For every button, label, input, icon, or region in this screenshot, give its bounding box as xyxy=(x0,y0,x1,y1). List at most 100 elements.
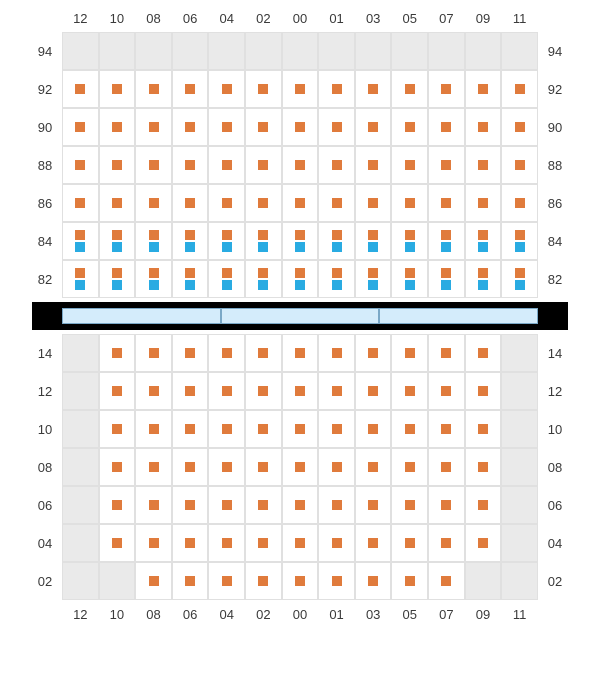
seat-cell[interactable] xyxy=(135,184,172,222)
seat-marker-orange[interactable] xyxy=(149,230,159,240)
seat-marker-orange[interactable] xyxy=(368,84,378,94)
seat-cell[interactable] xyxy=(318,448,355,486)
seat-cell[interactable] xyxy=(465,410,502,448)
seat-marker-orange[interactable] xyxy=(185,230,195,240)
seat-marker-orange[interactable] xyxy=(222,462,232,472)
seat-cell[interactable] xyxy=(428,562,465,600)
seat-marker-blue[interactable] xyxy=(75,242,85,252)
seat-marker-orange[interactable] xyxy=(112,462,122,472)
seat-marker-orange[interactable] xyxy=(258,122,268,132)
seat-cell[interactable] xyxy=(465,146,502,184)
seat-marker-blue[interactable] xyxy=(258,280,268,290)
seat-cell[interactable] xyxy=(355,410,392,448)
seat-marker-orange[interactable] xyxy=(295,386,305,396)
seat-marker-orange[interactable] xyxy=(149,160,159,170)
seat-marker-orange[interactable] xyxy=(75,122,85,132)
seat-marker-blue[interactable] xyxy=(258,242,268,252)
seat-marker-orange[interactable] xyxy=(405,230,415,240)
seat-marker-orange[interactable] xyxy=(405,84,415,94)
seat-cell[interactable] xyxy=(99,184,136,222)
seat-marker-orange[interactable] xyxy=(478,268,488,278)
seat-cell[interactable] xyxy=(62,260,99,298)
seat-cell[interactable] xyxy=(208,334,245,372)
seat-marker-orange[interactable] xyxy=(332,84,342,94)
seat-marker-orange[interactable] xyxy=(295,538,305,548)
seat-marker-orange[interactable] xyxy=(368,538,378,548)
seat-marker-orange[interactable] xyxy=(149,122,159,132)
seat-cell[interactable] xyxy=(428,410,465,448)
seat-cell[interactable] xyxy=(501,260,538,298)
seat-cell[interactable] xyxy=(501,222,538,260)
seat-marker-orange[interactable] xyxy=(441,462,451,472)
seat-cell[interactable] xyxy=(135,524,172,562)
seat-marker-orange[interactable] xyxy=(368,160,378,170)
seat-marker-orange[interactable] xyxy=(478,122,488,132)
seat-cell[interactable] xyxy=(355,448,392,486)
seat-cell[interactable] xyxy=(245,562,282,600)
seat-cell[interactable] xyxy=(208,410,245,448)
seat-cell[interactable] xyxy=(391,146,428,184)
seat-cell[interactable] xyxy=(282,372,319,410)
seat-cell[interactable] xyxy=(245,410,282,448)
seat-cell[interactable] xyxy=(465,524,502,562)
seat-cell[interactable] xyxy=(245,184,282,222)
seat-marker-orange[interactable] xyxy=(258,348,268,358)
seat-cell[interactable] xyxy=(318,184,355,222)
seat-marker-blue[interactable] xyxy=(222,280,232,290)
seat-cell[interactable] xyxy=(318,372,355,410)
seat-marker-orange[interactable] xyxy=(478,424,488,434)
seat-cell[interactable] xyxy=(135,70,172,108)
seat-cell[interactable] xyxy=(99,334,136,372)
seat-marker-orange[interactable] xyxy=(295,84,305,94)
seat-marker-orange[interactable] xyxy=(405,538,415,548)
seat-marker-orange[interactable] xyxy=(515,160,525,170)
seat-marker-orange[interactable] xyxy=(258,576,268,586)
seat-marker-orange[interactable] xyxy=(368,500,378,510)
seat-cell[interactable] xyxy=(172,108,209,146)
seat-marker-orange[interactable] xyxy=(332,424,342,434)
seat-marker-orange[interactable] xyxy=(112,84,122,94)
seat-marker-orange[interactable] xyxy=(295,424,305,434)
seat-cell[interactable] xyxy=(391,184,428,222)
seat-marker-blue[interactable] xyxy=(515,280,525,290)
seat-marker-orange[interactable] xyxy=(405,198,415,208)
seat-cell[interactable] xyxy=(355,372,392,410)
seat-marker-orange[interactable] xyxy=(222,122,232,132)
seat-marker-orange[interactable] xyxy=(149,576,159,586)
seat-cell[interactable] xyxy=(318,260,355,298)
seat-cell[interactable] xyxy=(355,334,392,372)
seat-marker-orange[interactable] xyxy=(295,348,305,358)
seat-marker-orange[interactable] xyxy=(478,348,488,358)
seat-cell[interactable] xyxy=(208,222,245,260)
seat-marker-orange[interactable] xyxy=(112,268,122,278)
seat-marker-orange[interactable] xyxy=(149,348,159,358)
seat-cell[interactable] xyxy=(99,70,136,108)
seat-cell[interactable] xyxy=(282,486,319,524)
seat-marker-orange[interactable] xyxy=(75,160,85,170)
seat-cell[interactable] xyxy=(135,410,172,448)
seat-marker-orange[interactable] xyxy=(332,122,342,132)
seat-marker-orange[interactable] xyxy=(332,386,342,396)
seat-cell[interactable] xyxy=(428,108,465,146)
seat-marker-orange[interactable] xyxy=(368,462,378,472)
seat-cell[interactable] xyxy=(135,222,172,260)
seat-marker-orange[interactable] xyxy=(222,198,232,208)
seat-cell[interactable] xyxy=(282,334,319,372)
seat-cell[interactable] xyxy=(172,222,209,260)
seat-marker-orange[interactable] xyxy=(405,462,415,472)
seat-cell[interactable] xyxy=(282,410,319,448)
seat-cell[interactable] xyxy=(245,146,282,184)
seat-cell[interactable] xyxy=(465,184,502,222)
seat-cell[interactable] xyxy=(318,70,355,108)
seat-marker-orange[interactable] xyxy=(112,424,122,434)
seat-cell[interactable] xyxy=(208,108,245,146)
seat-cell[interactable] xyxy=(355,146,392,184)
seat-marker-orange[interactable] xyxy=(332,538,342,548)
seat-cell[interactable] xyxy=(391,524,428,562)
seat-cell[interactable] xyxy=(99,448,136,486)
seat-marker-orange[interactable] xyxy=(478,500,488,510)
seat-marker-orange[interactable] xyxy=(112,386,122,396)
seat-cell[interactable] xyxy=(245,70,282,108)
seat-cell[interactable] xyxy=(428,70,465,108)
seat-cell[interactable] xyxy=(99,524,136,562)
